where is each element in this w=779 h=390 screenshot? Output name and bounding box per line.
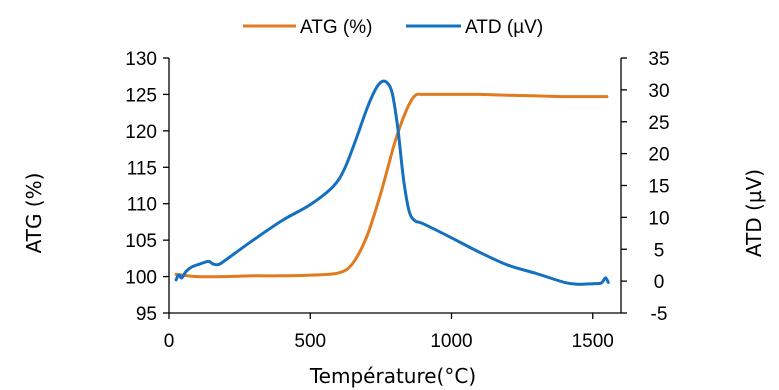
y-axis-left-title: ATG (%) (22, 173, 46, 254)
series (174, 79, 610, 286)
x-tick-label: 1000 (430, 331, 472, 352)
y-right-tick-label: 10 (648, 208, 669, 229)
y-left-tick-label: 130 (125, 49, 157, 70)
y-right-tick-label: 0 (654, 272, 665, 293)
y-right-tick-label: 30 (648, 81, 669, 102)
x-axis-title: Température(°C) (309, 364, 476, 388)
y-right-tick-label: 15 (648, 177, 669, 198)
legend: ATG (%) ATD (µV) (243, 17, 543, 38)
legend-label-atg: ATG (%) (300, 17, 372, 38)
y-right-tick-label: -5 (651, 304, 668, 325)
y-left-tick-label: 95 (136, 304, 157, 325)
y-left-tick-label: 125 (125, 85, 157, 106)
y-left-tick-label: 110 (127, 195, 157, 216)
ticks: 0 500 1000 1500 95 100 105 110 115 120 125 130 -5 0 5 1… (125, 49, 669, 352)
x-tick-label: 1500 (572, 331, 614, 352)
y-right-tick-label: 25 (648, 113, 669, 134)
series-line-atg (174, 92, 609, 279)
x-tick-label: 500 (294, 331, 326, 352)
y-right-tick-label: 5 (654, 240, 665, 261)
y-left-tick-label: 105 (125, 231, 157, 252)
y-right-tick-label: 35 (648, 49, 669, 70)
legend-label-atd: ATD (µV) (465, 17, 543, 38)
y-left-tick-label: 115 (127, 158, 157, 179)
x-tick-label: 0 (164, 331, 175, 352)
y-left-tick-label: 100 (125, 268, 157, 289)
y-right-tick-label: 20 (648, 145, 669, 166)
y-axis-right-title: ATD (µV) (742, 169, 766, 257)
series-line-atd (174, 79, 610, 286)
y-left-tick-label: 120 (125, 122, 157, 143)
